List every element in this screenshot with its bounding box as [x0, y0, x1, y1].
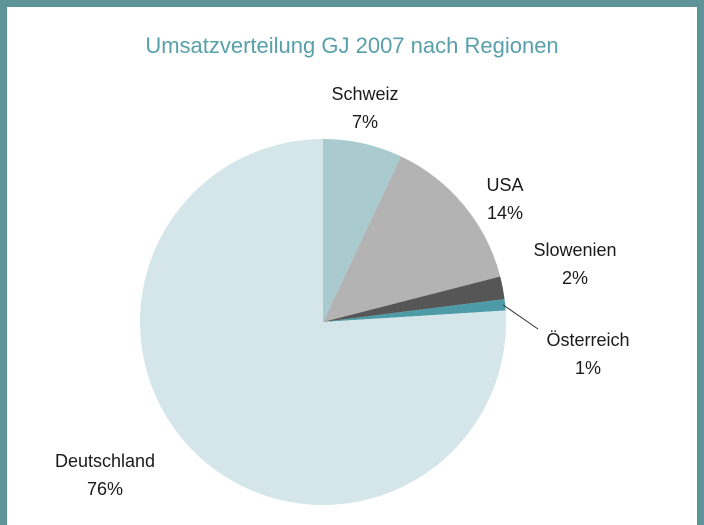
leader-line	[502, 304, 539, 330]
slice-label: Deutschland	[55, 451, 155, 471]
pie-slice	[323, 139, 401, 322]
pie-slice	[139, 139, 507, 505]
pie-slice	[323, 156, 501, 322]
slice-value-label: 14%	[487, 203, 523, 223]
pie-slice	[323, 299, 506, 322]
slice-value-label: 7%	[352, 112, 378, 132]
slice-label: Schweiz	[331, 84, 398, 104]
slice-value-label: 2%	[562, 268, 588, 288]
slice-label: USA	[486, 175, 523, 195]
pie-slice	[323, 276, 505, 322]
slice-label: Slowenien	[533, 240, 616, 260]
slice-label: Österreich	[546, 330, 629, 350]
slice-value-label: 76%	[87, 479, 123, 499]
slice-value-label: 1%	[575, 358, 601, 378]
chart-title: Umsatzverteilung GJ 2007 nach Regionen	[145, 33, 558, 58]
